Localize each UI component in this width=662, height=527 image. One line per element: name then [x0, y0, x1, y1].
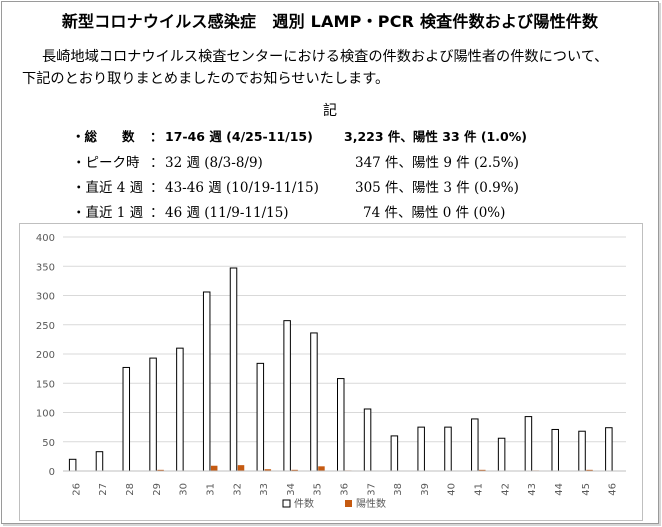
summary-label: ・総 数: [72, 129, 135, 144]
summary-colon: ：: [150, 155, 164, 171]
bar-tests: [202, 291, 211, 472]
legend-swatch-tests: [282, 499, 291, 508]
bar-chart: 0 50 100 150 200 250 300 350 400 26 27 28 29 30 31 32 33…: [36, 233, 626, 510]
y-tick-label: 50: [42, 438, 55, 449]
y-tick-label: 400: [36, 233, 55, 244]
summary-period: 32 週 (8/3-8/9): [165, 155, 263, 171]
bar-tests: [471, 418, 479, 472]
bar-tests: [310, 332, 318, 472]
bar-tests: [95, 451, 104, 472]
bar-tests: [497, 437, 506, 472]
bar-tests: [68, 458, 77, 472]
x-tick-label: 44: [554, 483, 565, 496]
x-tick-label: 31: [205, 483, 216, 496]
page-title: 新型コロナウイルス感染症 週別 LAMP・PCR 検査件数および陽性件数: [61, 12, 599, 31]
x-tick-label: 34: [286, 483, 297, 496]
x-tick-label: 33: [259, 483, 270, 496]
x-tick-label: 35: [313, 483, 324, 496]
legend-label-positive: 陽性数: [356, 497, 386, 510]
x-tick-label: 41: [474, 483, 485, 496]
summary-period: 17-46 週 (4/25-11/15): [165, 129, 313, 144]
summary-period: 43-46 週 (10/19-11/15): [165, 180, 319, 196]
summary-label: ・ピーク時: [72, 155, 140, 171]
bar-tests: [256, 362, 265, 472]
x-tick-label: 32: [232, 483, 243, 496]
x-tick-label: 30: [179, 483, 190, 496]
x-tick-label: 38: [393, 483, 404, 496]
y-tick-label: 150: [36, 379, 55, 390]
summary-result: 305 件、陽性 3 件 (0.9%): [355, 180, 519, 196]
bar-tests: [390, 435, 399, 472]
y-tick-label: 350: [36, 262, 55, 273]
y-tick-label: 300: [36, 292, 55, 303]
y-tick-label: 200: [36, 350, 55, 361]
bar-tests: [149, 357, 157, 472]
x-tick-label: 39: [420, 483, 431, 496]
bar-tests: [444, 426, 452, 472]
x-tick-label: 26: [71, 483, 82, 496]
bar-tests: [337, 378, 345, 472]
x-tick-label: 40: [447, 483, 458, 496]
y-tick-label: 250: [36, 321, 55, 332]
bar-positive: [237, 465, 245, 471]
x-tick-label: 45: [581, 483, 592, 496]
chart-container: 0 50 100 150 200 250 300 350 400 26 27 28 29 30 31 32 33…: [19, 223, 643, 521]
x-tick-label: 37: [366, 483, 377, 496]
bar-tests: [551, 428, 559, 472]
bar-positive: [291, 469, 298, 471]
bar-positive: [318, 466, 325, 471]
bar-positive: [479, 469, 486, 471]
bar-tests: [605, 427, 613, 472]
bar-positive: [264, 469, 272, 471]
ki-heading: 記: [323, 103, 337, 119]
x-tick-label: 42: [500, 483, 511, 496]
bar-tests: [363, 408, 372, 472]
intro-line-1: 長崎地域コロナウイルス検査センターにおける検査の件数および陽性者の件数について、: [42, 49, 609, 65]
summary-result: 74 件、陽性 0 件 (0%): [363, 205, 506, 221]
summary-period: 46 週 (11/9-11/15): [165, 205, 289, 221]
bar-tests: [578, 430, 586, 472]
legend-label-tests: 件数: [294, 497, 314, 510]
intro-line-2: 下記のとおり取りまとめましたのでお知らせいたします。: [22, 71, 390, 87]
bar-tests: [417, 426, 425, 472]
summary-colon: ：: [150, 129, 163, 144]
bar-positive: [210, 465, 218, 471]
summary-colon: ：: [150, 205, 164, 221]
y-tick-label: 0: [49, 467, 55, 478]
bar-tests: [122, 366, 131, 472]
bar-positive: [157, 469, 164, 471]
x-tick-label: 43: [527, 483, 538, 496]
x-tick-label: 27: [98, 483, 109, 496]
x-tick-label: 36: [340, 483, 351, 496]
bar-positive: [586, 469, 593, 471]
x-tick-label: 46: [608, 483, 619, 496]
y-tick-label: 100: [36, 409, 55, 420]
x-tick-label: 29: [152, 483, 163, 496]
summary-label: ・直近 4 週: [72, 180, 144, 196]
intro-text: 長崎地域コロナウイルス検査センターにおける検査の件数および陽性者の件数について、…: [22, 46, 662, 90]
bar-tests: [524, 416, 533, 472]
legend-swatch-positive: [345, 500, 352, 507]
summary-result: 347 件、陽性 9 件 (2.5%): [355, 155, 519, 171]
summary-colon: ：: [150, 180, 164, 196]
bar-tests: [229, 267, 238, 472]
bar-tests: [283, 320, 291, 472]
bar-tests: [176, 347, 184, 472]
x-tick-label: 28: [125, 483, 136, 496]
summary-result: 3,223 件、陽性 33 件 (1.0%): [344, 129, 527, 144]
summary-label: ・直近 1 週: [72, 205, 144, 221]
